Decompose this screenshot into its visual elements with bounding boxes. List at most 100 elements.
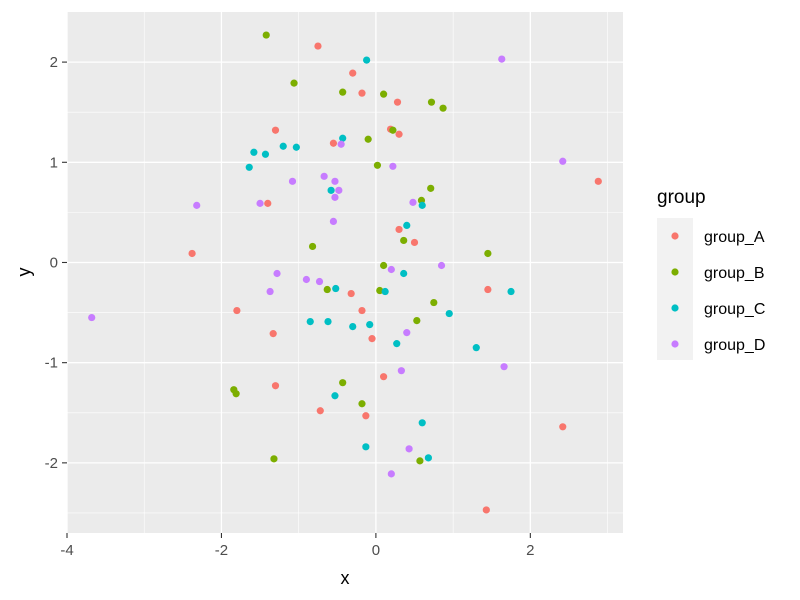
- data-point-group_B: [339, 88, 347, 96]
- data-point-group_B: [439, 104, 447, 112]
- data-point-group_D: [403, 329, 411, 337]
- x-axis: -4 -2 0 2: [60, 533, 535, 559]
- data-point-group_B: [232, 390, 240, 398]
- legend: group group_A group_B group_C group_D: [657, 187, 765, 360]
- data-point-group_D: [437, 261, 446, 270]
- y-tick-label: 2: [50, 54, 58, 71]
- data-point-group_A: [271, 126, 280, 134]
- data-point-group_A: [349, 69, 357, 77]
- data-point-group_A: [393, 98, 402, 106]
- y-axis: -2 -1 0 1 2: [45, 54, 67, 472]
- data-point-group_D: [405, 445, 413, 453]
- data-point-group_C: [339, 134, 347, 142]
- data-point-group_D: [88, 313, 96, 322]
- data-point-group_C: [327, 186, 335, 194]
- major-gridlines: [66, 12, 623, 533]
- data-point-group_D: [559, 157, 567, 165]
- data-point-group_B: [416, 457, 424, 465]
- data-point-group_C: [324, 317, 332, 326]
- legend-label-group_B: group_B: [704, 265, 765, 282]
- data-point-group_B: [308, 242, 317, 251]
- y-tick-label: 0: [50, 254, 58, 271]
- data-point-group_A: [188, 249, 196, 258]
- x-tick-label: 2: [526, 542, 534, 559]
- data-point-group_D: [387, 265, 395, 274]
- data-point-group_D: [409, 198, 417, 206]
- data-point-group_B: [389, 126, 397, 134]
- data-point-group_D: [331, 193, 339, 201]
- data-point-group_B: [373, 161, 382, 169]
- data-point-group_B: [364, 135, 372, 143]
- data-point-group_D: [498, 55, 506, 63]
- data-point-group_A: [362, 412, 370, 420]
- data-point-group_D: [329, 217, 338, 226]
- data-point-group_A: [347, 289, 355, 298]
- data-point-group_B: [400, 236, 408, 245]
- legend-key-group_A: [671, 232, 679, 240]
- data-point-group_C: [445, 309, 453, 318]
- legend-title: group: [657, 187, 706, 208]
- x-tick-label: -2: [215, 542, 228, 559]
- data-point-group_C: [261, 150, 270, 158]
- data-point-group_B: [323, 285, 331, 294]
- data-point-group_C: [331, 392, 339, 400]
- data-point-group_C: [332, 284, 340, 293]
- data-point-group_C: [366, 321, 374, 329]
- legend-label-group_A: group_A: [704, 229, 765, 246]
- data-point-group_D: [320, 172, 328, 180]
- data-point-group_D: [387, 470, 395, 478]
- data-point-group_C: [349, 323, 357, 331]
- data-point-group_D: [397, 367, 405, 375]
- data-point-group_B: [262, 31, 270, 39]
- data-point-group_A: [269, 330, 277, 338]
- data-point-group_A: [559, 423, 567, 431]
- x-axis-title: x: [341, 568, 350, 588]
- y-tick-label: -1: [45, 355, 58, 372]
- data-point-group_B: [358, 400, 366, 408]
- data-point-group_C: [424, 454, 432, 462]
- data-point-group_A: [271, 382, 280, 390]
- data-point-group_B: [430, 298, 438, 307]
- data-point-group_A: [380, 373, 388, 381]
- data-point-group_D: [302, 275, 310, 284]
- data-point-group_C: [306, 317, 314, 326]
- data-point-group_D: [389, 162, 397, 170]
- data-point-group_A: [482, 506, 490, 514]
- data-point-group_B: [270, 455, 278, 463]
- data-point-group_A: [314, 42, 322, 50]
- data-point-group_C: [393, 340, 401, 348]
- y-axis-title: y: [14, 268, 34, 277]
- data-points: [88, 31, 602, 514]
- data-point-group_A: [484, 285, 492, 294]
- data-point-group_B: [380, 261, 388, 270]
- x-tick-label: 0: [372, 542, 380, 559]
- data-point-group_C: [381, 287, 389, 296]
- y-tick-label: -2: [45, 455, 58, 472]
- legend-key-background: [657, 218, 693, 360]
- data-point-group_D: [193, 201, 201, 209]
- data-point-group_B: [484, 249, 492, 258]
- x-tick-label: -4: [60, 542, 73, 559]
- data-point-group_A: [395, 130, 403, 138]
- legend-label-group_D: group_D: [704, 337, 765, 354]
- data-point-group_D: [273, 269, 281, 278]
- data-point-group_A: [316, 407, 324, 415]
- data-point-group_C: [472, 344, 480, 352]
- data-point-group_B: [413, 316, 421, 325]
- data-point-group_D: [500, 363, 508, 371]
- data-point-group_C: [418, 419, 426, 427]
- data-point-group_C: [250, 148, 258, 156]
- data-point-group_D: [288, 177, 297, 185]
- data-point-group_A: [358, 306, 366, 315]
- data-point-group_D: [256, 199, 264, 207]
- data-point-group_B: [427, 98, 436, 106]
- data-point-group_B: [427, 184, 435, 192]
- legend-key-group_D: [671, 340, 679, 348]
- data-point-group_B: [290, 79, 298, 87]
- data-point-group_A: [233, 306, 241, 315]
- data-point-group_B: [376, 286, 384, 295]
- legend-key-group_B: [671, 268, 679, 276]
- data-point-group_A: [264, 199, 272, 207]
- data-point-group_B: [380, 90, 388, 98]
